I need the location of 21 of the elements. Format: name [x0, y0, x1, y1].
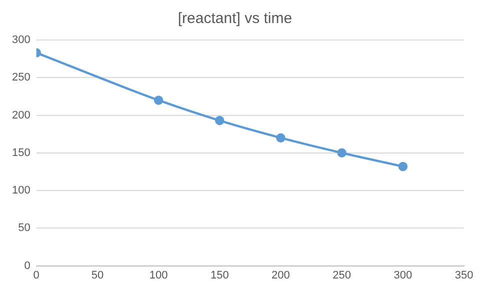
y-tick-label: 100 — [12, 184, 30, 197]
point — [276, 133, 286, 142]
point — [154, 96, 164, 105]
x-tick-label: 200 — [272, 269, 290, 282]
y-tick-label: 50 — [18, 222, 30, 234]
y-tick-label: 300 — [12, 34, 30, 46]
x-tick-label: 100 — [149, 269, 168, 282]
point — [337, 148, 346, 158]
chart-title: [reactant] vs time — [178, 10, 292, 28]
x-tick-label: 350 — [454, 269, 474, 282]
x-tick-label: 50 — [91, 269, 104, 282]
y-tick-label: 250 — [12, 72, 30, 84]
x-tick-label: 0 — [33, 269, 40, 282]
y-tick-label: 150 — [12, 146, 30, 159]
x-tick-label: 150 — [210, 269, 229, 282]
y-tick-label: 0 — [24, 260, 30, 272]
point — [215, 116, 224, 126]
point — [398, 162, 408, 172]
y-tick-label: 200 — [12, 109, 30, 122]
x-tick-label: 250 — [332, 269, 351, 282]
x-tick-label: 300 — [394, 269, 412, 282]
